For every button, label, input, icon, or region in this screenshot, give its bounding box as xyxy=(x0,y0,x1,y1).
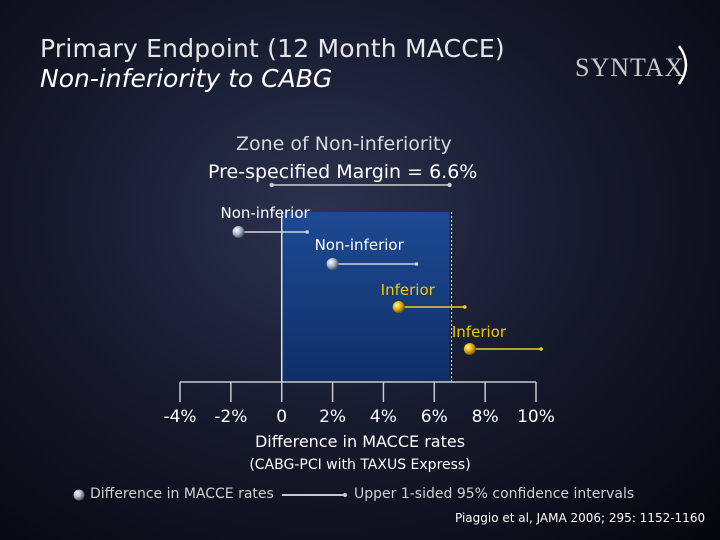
x-tick-label: -2% xyxy=(214,407,247,427)
logo-bracket-icon xyxy=(677,45,688,85)
page-title: Primary Endpoint (12 Month MACCE) xyxy=(40,34,505,63)
zone-margin-label: Pre-specified Margin = 6.6% xyxy=(208,161,478,183)
x-axis-label: Difference in MACCE rates xyxy=(255,432,465,451)
ci-end xyxy=(305,230,309,234)
legend-line-label: Upper 1-sided 95% confidence intervals xyxy=(354,486,635,502)
logo-text: SYNTAX xyxy=(575,53,684,82)
point-label: Inferior xyxy=(452,323,507,341)
zone-rect xyxy=(281,212,450,382)
legend-point-label: Difference in MACCE rates xyxy=(90,486,274,502)
x-axis-sublabel: (CABG-PCI with TAXUS Express) xyxy=(249,457,470,473)
x-tick-label: 2% xyxy=(319,407,346,427)
ci-end xyxy=(414,262,419,266)
citation: Piaggio et al, JAMA 2006; 295: 1152-1160 xyxy=(455,511,706,525)
x-tick-label: 10% xyxy=(517,407,555,427)
x-tick-label: 4% xyxy=(370,407,397,427)
point-marker xyxy=(392,301,405,313)
legend-line-icon xyxy=(282,493,347,497)
margin-bracket-start xyxy=(269,182,274,188)
x-tick-label: 8% xyxy=(472,407,499,427)
point-marker xyxy=(326,258,339,270)
point-label: Inferior xyxy=(381,281,436,299)
point-marker xyxy=(232,226,245,238)
margin-bracket-end xyxy=(447,182,452,188)
ci-end xyxy=(539,347,543,351)
page-subtitle: Non-inferiority to CABG xyxy=(40,64,333,93)
point-marker xyxy=(463,343,476,355)
legend-point-icon xyxy=(73,489,85,501)
point-label: Non-inferior xyxy=(315,236,405,254)
x-tick-label: 6% xyxy=(421,407,448,427)
syntax-logo: SYNTAX xyxy=(575,45,688,85)
x-tick-label: -4% xyxy=(163,407,196,427)
zone-title: Zone of Non-inferiority xyxy=(236,133,452,155)
ci-end xyxy=(463,305,467,309)
x-tick-label: 0 xyxy=(276,407,287,427)
point-label: Non-inferior xyxy=(220,204,310,222)
